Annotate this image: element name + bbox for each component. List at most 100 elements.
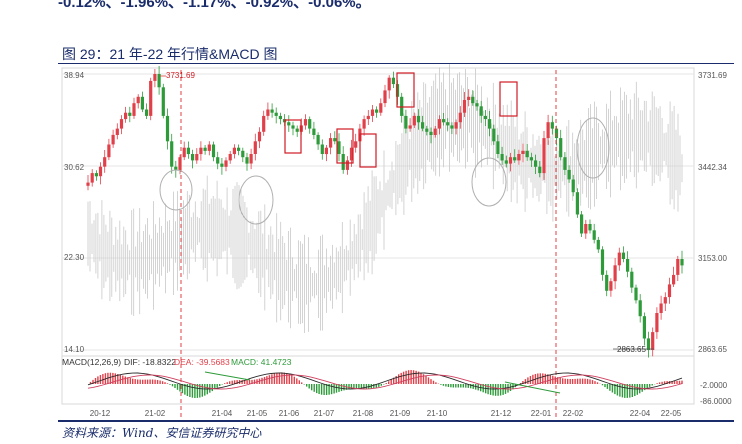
candle-body	[387, 77, 391, 91]
candle-body	[626, 259, 630, 272]
candle-body	[663, 297, 667, 304]
candle-body	[354, 141, 358, 148]
candle-body	[228, 154, 232, 161]
candle-body	[220, 163, 224, 167]
candle-body	[232, 147, 236, 155]
candle-body	[412, 115, 416, 126]
highlight-ellipse	[576, 117, 610, 179]
macd-lines	[87, 371, 683, 394]
macd-dea-line	[87, 374, 683, 390]
candle-body	[588, 224, 592, 231]
candle-body	[165, 115, 170, 142]
x-tick-label: 22-05	[661, 409, 682, 418]
candle-body	[542, 138, 546, 174]
candle-body	[320, 144, 324, 154]
low-price-label: 2863.65	[617, 345, 646, 354]
candle-body	[224, 160, 228, 167]
candle-body	[567, 169, 571, 180]
macd-histogram	[89, 370, 683, 398]
x-tick-label: 21-06	[279, 409, 300, 418]
candle-body	[605, 274, 609, 291]
candle-body	[450, 125, 454, 129]
candle-body	[103, 157, 107, 167]
x-tick-label: 22-01	[531, 409, 552, 418]
candle-body	[245, 157, 249, 164]
candle-body	[609, 281, 613, 291]
candle-body	[237, 147, 241, 151]
macd-axis-label: -2.0000	[700, 381, 728, 390]
candle-body	[680, 259, 684, 266]
candle-body	[128, 112, 132, 116]
candle-body	[211, 144, 216, 158]
candle-body	[145, 109, 149, 116]
candle-body	[316, 134, 320, 145]
candle-body	[379, 103, 383, 113]
x-tick-label: 21-08	[353, 409, 374, 418]
candle-body	[525, 150, 529, 158]
candle-body	[170, 141, 174, 167]
candle-body	[584, 224, 588, 234]
candle-body	[216, 157, 220, 164]
candle-body	[329, 138, 333, 148]
candle-body	[408, 125, 412, 129]
candle-body	[161, 87, 165, 116]
right-axis-label: 3442.34	[698, 163, 727, 172]
candle-body	[642, 316, 646, 339]
figure-title: 图 29：21 年-22 年行情&MACD 图	[62, 46, 278, 62]
background-index-series	[87, 64, 683, 333]
candle-body	[600, 249, 605, 275]
highlight-box	[284, 119, 302, 154]
highlight-box	[499, 81, 518, 117]
left-axis-label: 38.94	[64, 71, 85, 80]
candle-body	[136, 96, 140, 104]
candle-body	[157, 74, 161, 88]
bottom-rule	[58, 420, 734, 422]
candle-body	[349, 147, 354, 161]
candle-body	[132, 103, 136, 116]
candle-body	[153, 74, 157, 81]
candle-body	[442, 119, 446, 123]
candle-body	[107, 144, 111, 158]
candle-body	[333, 138, 337, 142]
macd-dea-label: DEA: -39.5683	[174, 357, 230, 367]
candle-body	[462, 100, 467, 113]
x-tick-label: 22-04	[630, 409, 651, 418]
candle-body	[94, 173, 98, 177]
candle-body	[504, 160, 508, 164]
candle-body	[651, 332, 655, 350]
candlestick-series	[86, 66, 684, 358]
candle-body	[404, 115, 408, 129]
candle-body	[563, 157, 567, 170]
candle-body	[492, 128, 496, 142]
candle-body	[249, 154, 253, 164]
candle-body	[630, 271, 634, 288]
candle-body	[483, 115, 487, 120]
candle-body	[98, 166, 103, 177]
candle-body	[366, 115, 370, 120]
x-tick-label: 21-02	[145, 409, 166, 418]
candle-body	[257, 131, 262, 142]
x-tick-label: 21-07	[314, 409, 335, 418]
candle-body	[124, 112, 128, 120]
right-axis-label: 3731.69	[698, 71, 727, 80]
candle-body	[270, 109, 274, 113]
top-text-fragment: -0.12%、-1.96%、-1.17%、-0.92%、-0.06%。	[58, 0, 371, 11]
x-tick-label: 21-04	[212, 409, 233, 418]
candle-body	[571, 179, 575, 193]
x-axis-ticks: 20-12 21-02 21-04 21-05 21-06 21-07 21-08 21-09…	[90, 409, 682, 418]
candle-body	[467, 96, 471, 100]
candle-body	[111, 134, 115, 145]
candle-body	[546, 122, 550, 139]
candle-body	[383, 90, 387, 104]
x-tick-label: 21-10	[427, 409, 448, 418]
candle-body	[274, 112, 278, 116]
right-axis-label: 3153.00	[698, 254, 727, 263]
candle-body	[345, 160, 349, 170]
title-rule	[58, 63, 734, 64]
candle-body	[391, 77, 395, 85]
candle-body	[308, 119, 312, 129]
candle-body	[521, 150, 525, 154]
candle-body	[287, 122, 291, 126]
candle-body	[496, 141, 500, 154]
macd-dif-label: DIF: -18.8322	[124, 357, 176, 367]
